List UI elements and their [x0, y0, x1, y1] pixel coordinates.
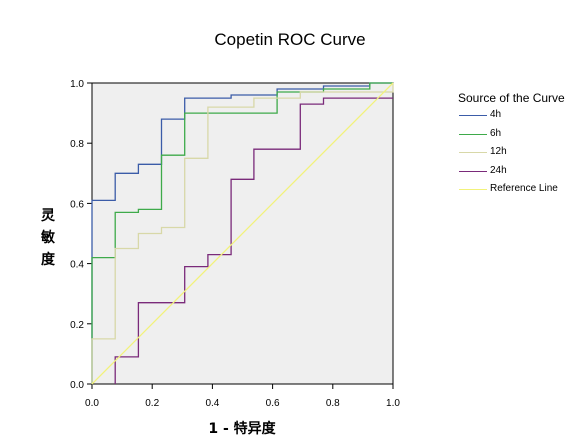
- y-tick-label: 0.0: [70, 380, 84, 391]
- legend-label: Reference Line: [490, 183, 558, 195]
- legend-swatch: [459, 152, 487, 154]
- series-line-reference-line: [91, 82, 394, 385]
- legend-swatch: [459, 189, 487, 191]
- series-lines: [91, 82, 394, 385]
- legend-label: 12h: [490, 146, 507, 158]
- chart-title: Copetin ROC Curve: [214, 30, 366, 49]
- legend: Source of the Curve 4h 6h 12h 24h Reference …: [458, 91, 583, 202]
- y-tick-label: 0.4: [70, 260, 84, 271]
- x-tick-label: 0.0: [85, 398, 99, 409]
- legend-item-reference-line: Reference Line: [458, 183, 583, 202]
- x-axis-label: 1 - 特异度: [208, 421, 276, 437]
- series-line-24h: [114, 97, 393, 384]
- legend-item-12h: 12h: [458, 146, 583, 165]
- legend-label: 24h: [490, 164, 507, 176]
- y-tick-label: 0.6: [70, 199, 84, 210]
- y-tick-label: 0.8: [70, 139, 84, 150]
- series-line-6h: [91, 82, 393, 384]
- series-line-12h: [91, 83, 394, 384]
- legend-swatch: [459, 133, 487, 135]
- x-tick-label: 0.2: [145, 398, 159, 409]
- legend-swatch: [459, 170, 487, 172]
- x-tick-label: 0.6: [266, 398, 280, 409]
- y-tick-label: 0.2: [70, 320, 84, 331]
- x-tick-label: 1.0: [386, 398, 400, 409]
- legend-swatch: [459, 115, 487, 116]
- y-tick-label: 1.0: [70, 79, 84, 90]
- axes: 0.0 0.2 0.4 0.6 0.8 1.0 0.0 0.2 0.4 0.6 0.8 1.0: [70, 79, 400, 409]
- legend-item-24h: 24h: [458, 165, 583, 184]
- series-line-4h: [91, 82, 393, 384]
- x-tick-label: 0.8: [326, 398, 340, 409]
- x-tick-label: 0.4: [205, 398, 219, 409]
- legend-item-4h: 4h: [458, 109, 583, 128]
- legend-items: 4h 6h 12h 24h Reference Line: [458, 109, 583, 202]
- legend-label: 6h: [490, 127, 502, 139]
- legend-label: 4h: [490, 109, 502, 120]
- legend-item-6h: 6h: [458, 128, 583, 147]
- legend-title: Source of the Curve: [458, 91, 565, 105]
- y-axis-label: 灵敏度: [41, 208, 55, 268]
